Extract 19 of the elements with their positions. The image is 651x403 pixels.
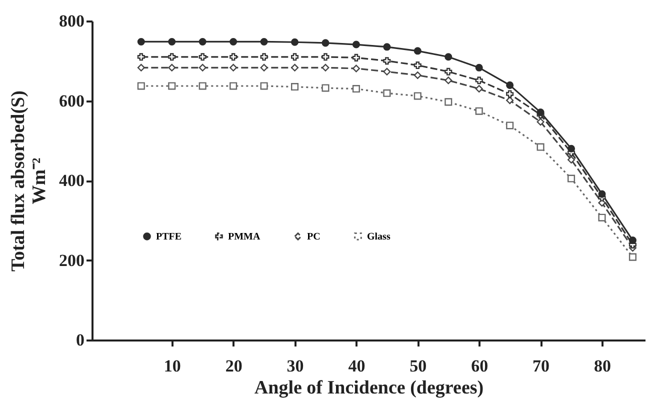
y-tick-label: 600 [59, 91, 84, 110]
x-tick-label: 50 [410, 356, 427, 376]
x-tick-label: 60 [471, 356, 488, 376]
x-tick-label: 10 [164, 356, 181, 376]
x-tick-label: 30 [286, 356, 304, 376]
y-tick-label: 800 [59, 12, 84, 30]
legend-label: PC [307, 231, 320, 242]
x-tick-label: 80 [594, 356, 611, 376]
y-tick-label: 400 [59, 171, 84, 190]
legend-label: Glass [367, 231, 390, 242]
x-tick-label: 20 [225, 356, 242, 376]
legend-label: PMMA [228, 231, 261, 242]
legend-label: PTFE [156, 231, 182, 242]
x-axis-title: Angle of Incidence (degrees) [254, 378, 484, 398]
x-tick-label: 70 [532, 356, 550, 376]
y-tick-label: 0 [76, 330, 84, 350]
y-tick-label: 200 [59, 250, 84, 270]
y-axis-title: Total flux absorbed(S) Wm⁻² [8, 90, 50, 272]
x-tick-label: 40 [348, 356, 366, 376]
